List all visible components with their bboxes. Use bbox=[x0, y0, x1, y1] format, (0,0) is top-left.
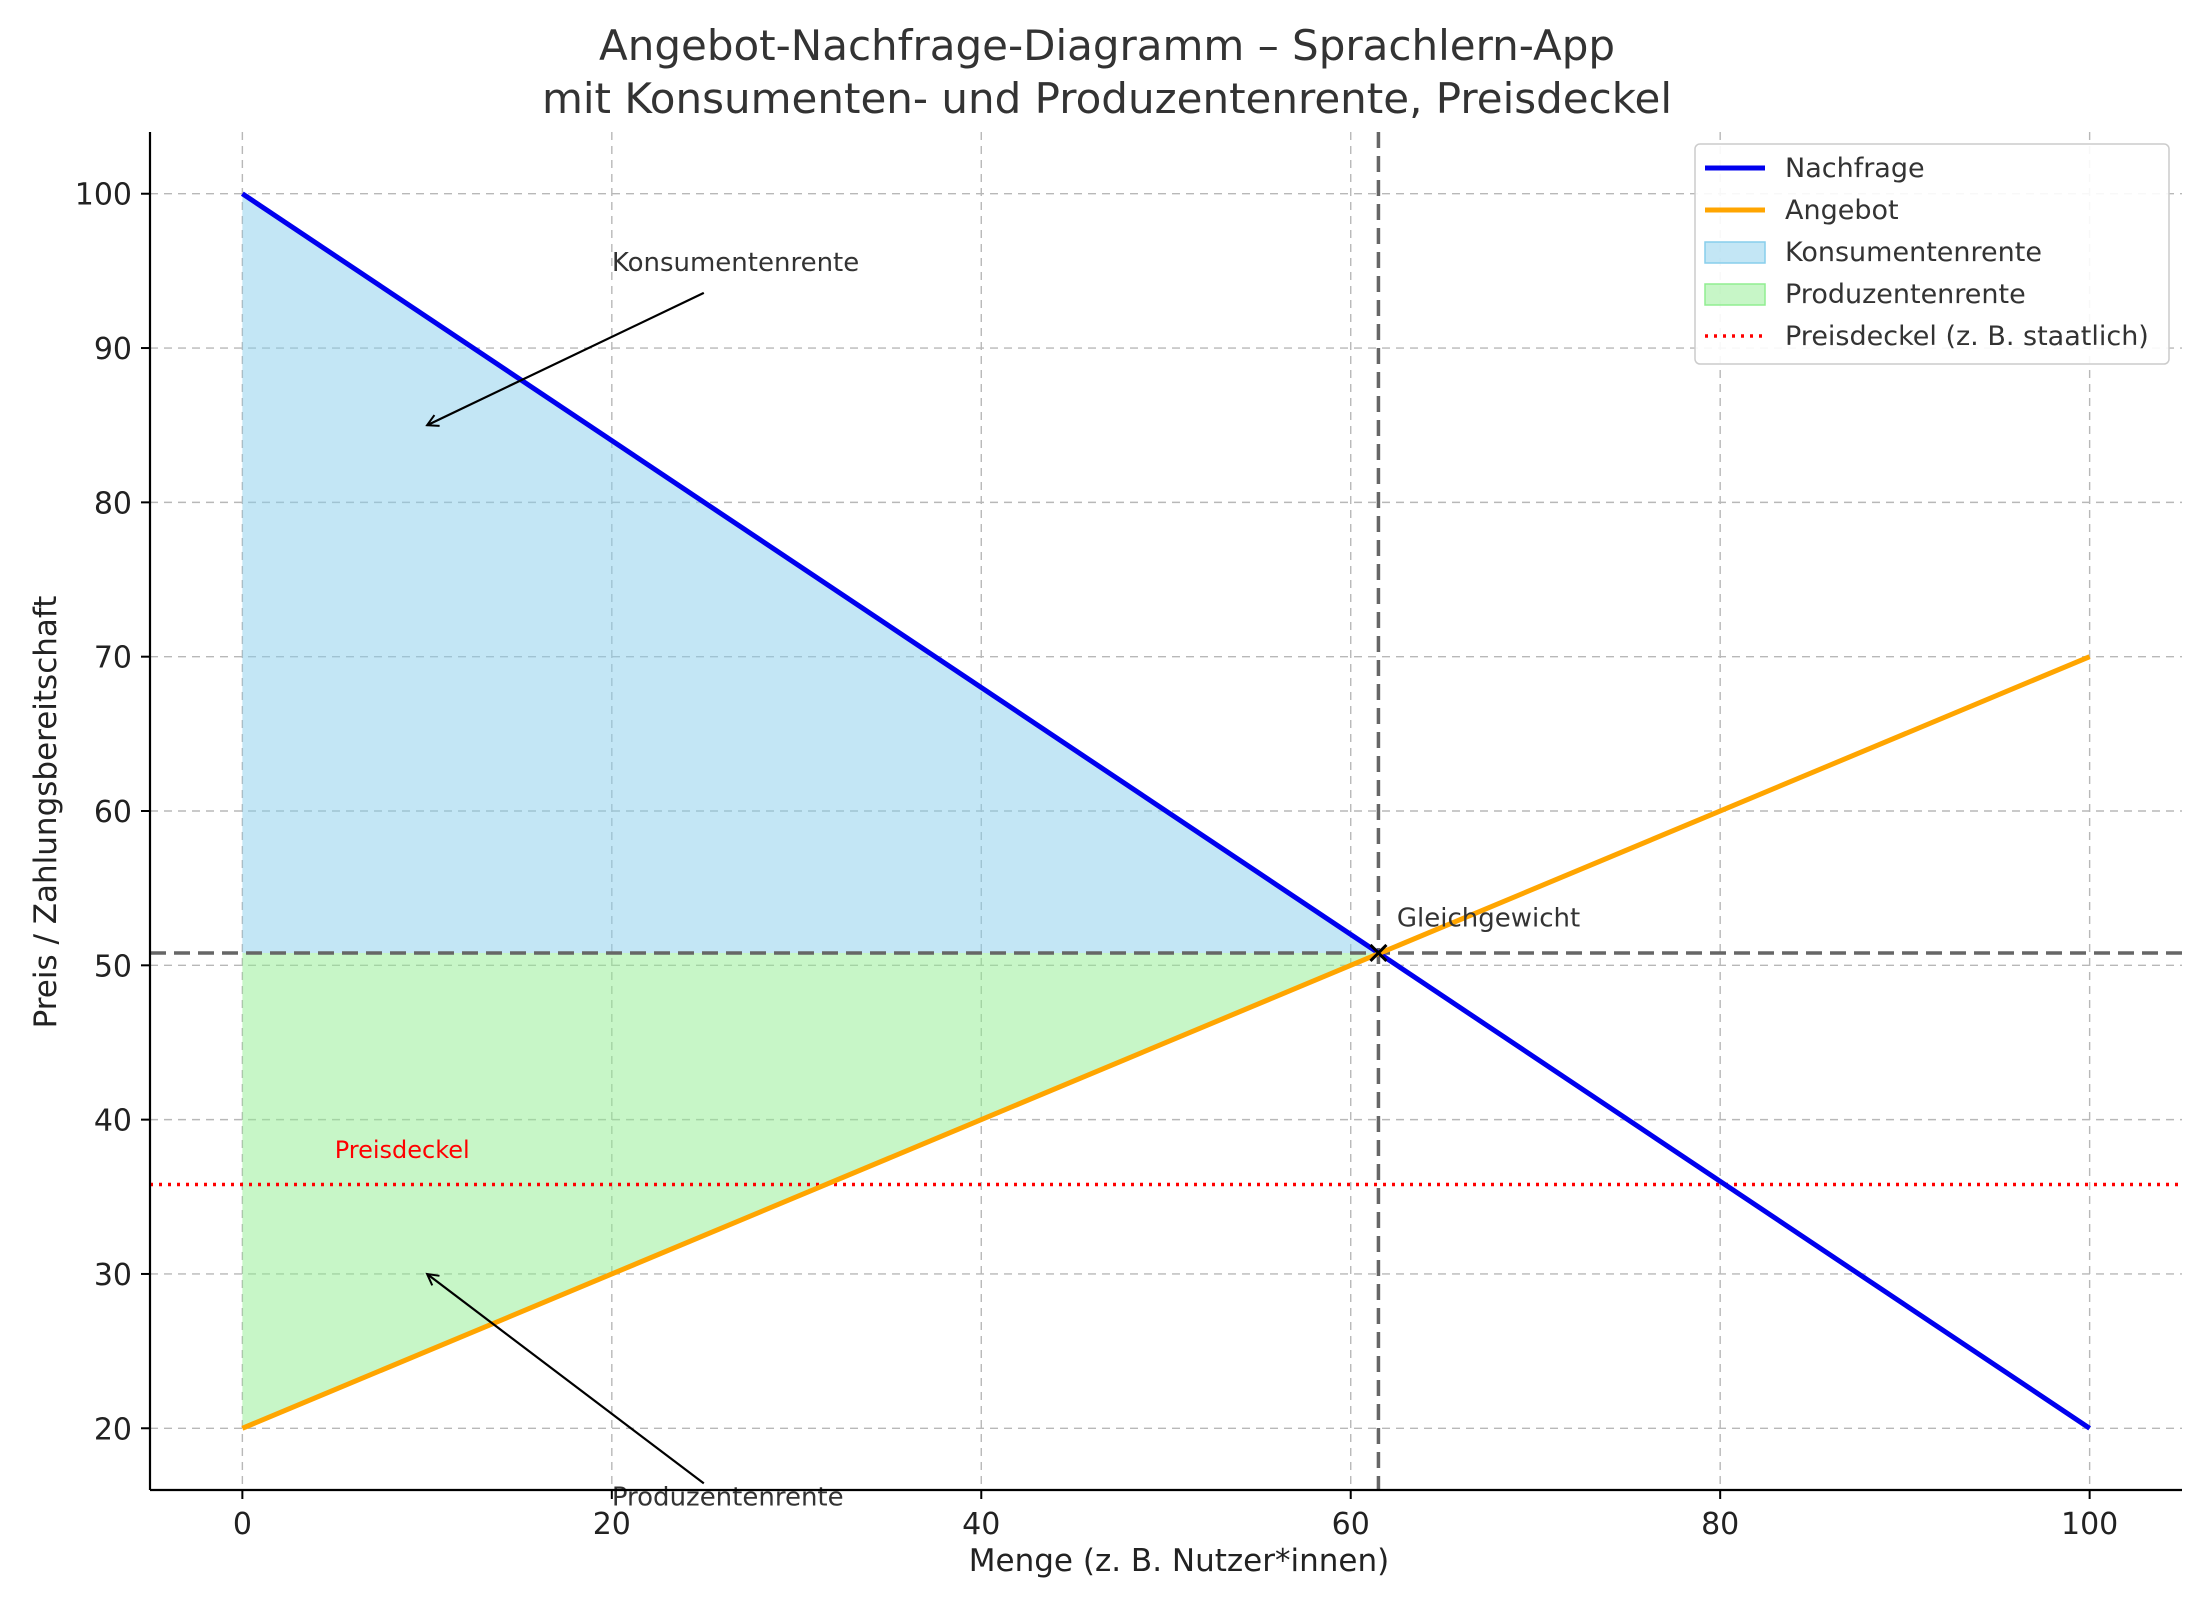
y-tick-label: 80 bbox=[94, 486, 132, 521]
y-tick-label: 60 bbox=[94, 795, 132, 830]
equilibrium-label: Gleichgewicht bbox=[1397, 904, 1580, 934]
y-tick-label: 100 bbox=[75, 178, 132, 213]
produzentenrente-annotation: Produzentenrente bbox=[612, 1482, 844, 1512]
y-axis-label: Preis / Zahlungsbereitschaft bbox=[28, 596, 64, 1029]
x-tick-label: 60 bbox=[1332, 1507, 1370, 1542]
konsumentenrente-arrow bbox=[427, 291, 705, 425]
y-tick-label: 90 bbox=[94, 332, 132, 367]
equilibrium-point bbox=[1369, 943, 1388, 963]
legend-item: Nachfrage bbox=[1705, 153, 1925, 184]
produzentenrente-arrow bbox=[427, 1274, 705, 1485]
legend-item: Angebot bbox=[1705, 195, 1899, 226]
legend-swatch bbox=[1704, 241, 1766, 264]
x-axis-label: Menge (z. B. Nutzer*innen) bbox=[969, 1543, 1389, 1579]
chart-title: Angebot-Nachfrage-Diagramm – Sprachlern-… bbox=[599, 21, 1615, 70]
x-tick-label: 40 bbox=[962, 1507, 1000, 1542]
chart-subtitle: mit Konsumenten- und Produzentenrente, P… bbox=[542, 74, 1672, 123]
konsumentenrente-annotation: Konsumentenrente bbox=[612, 248, 859, 278]
legend-label: Nachfrage bbox=[1785, 153, 1925, 184]
legend-label: Angebot bbox=[1785, 195, 1899, 226]
angebot-line bbox=[241, 654, 2091, 1431]
legend-swatch bbox=[1704, 283, 1766, 306]
x-tick-label: 80 bbox=[1701, 1507, 1739, 1542]
legend-label: Preisdeckel (z. B. staatlich) bbox=[1785, 321, 2149, 352]
price-cap-label: Preisdeckel bbox=[335, 1136, 470, 1164]
nachfrage-line bbox=[240, 191, 2092, 1431]
legend-label: Konsumentenrente bbox=[1785, 237, 2042, 268]
legend-box bbox=[1694, 143, 2170, 365]
y-tick-label: 70 bbox=[94, 641, 132, 676]
y-tick-label: 50 bbox=[94, 949, 132, 984]
legend-label: Produzentenrente bbox=[1785, 279, 2026, 310]
y-tick-label: 40 bbox=[94, 1104, 132, 1139]
x-tick-label: 20 bbox=[593, 1507, 631, 1542]
x-tick-label: 100 bbox=[2061, 1507, 2118, 1542]
y-tick-label: 30 bbox=[94, 1258, 132, 1293]
plot-area: Preisdeckel Gleichgewicht Konsumentenrente… bbox=[75, 132, 2182, 1542]
x-tick-label: 0 bbox=[233, 1507, 252, 1542]
legend-item: Konsumentenrente bbox=[1704, 237, 2042, 268]
legend-item: Produzentenrente bbox=[1704, 279, 2026, 310]
legend: Nachfrage Angebot Konsumentenrente Produzen… bbox=[1694, 143, 2170, 365]
y-tick-label: 20 bbox=[94, 1412, 132, 1447]
legend-item: Preisdeckel (z. B. staatlich) bbox=[1705, 321, 2149, 352]
